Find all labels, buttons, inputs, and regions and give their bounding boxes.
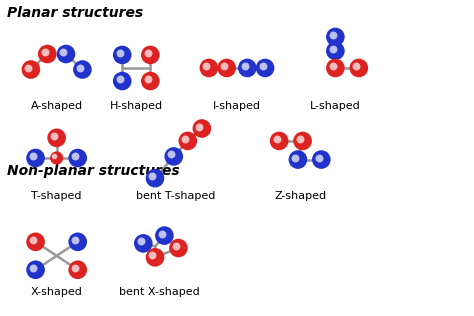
Text: Planar structures: Planar structures (8, 6, 144, 20)
Point (184, 138, 191, 143)
Point (53, 135, 61, 140)
Point (158, 231, 165, 236)
Point (144, 51, 152, 56)
Point (170, 154, 178, 159)
Point (332, 34, 339, 40)
Text: Z-shaped: Z-shaped (274, 191, 326, 201)
Text: I-shaped: I-shaped (213, 100, 261, 111)
Point (151, 176, 159, 181)
Point (294, 157, 301, 162)
Point (74, 267, 82, 272)
Point (332, 48, 339, 53)
Point (116, 51, 124, 56)
Point (32, 267, 39, 272)
Point (292, 155, 299, 160)
Point (118, 52, 126, 58)
Point (32, 239, 39, 244)
Point (144, 76, 152, 82)
Point (32, 155, 39, 161)
Point (29, 237, 37, 242)
Point (139, 241, 147, 246)
Point (318, 157, 325, 162)
Point (223, 65, 230, 70)
Point (50, 154, 58, 159)
Point (74, 155, 82, 161)
Point (182, 137, 189, 142)
Point (355, 65, 363, 70)
Point (72, 265, 79, 270)
Point (273, 137, 281, 142)
Point (202, 64, 210, 69)
Point (137, 239, 145, 244)
Point (244, 65, 251, 70)
Point (315, 155, 323, 160)
Point (205, 65, 213, 70)
Point (25, 65, 32, 70)
Point (50, 133, 58, 138)
Point (146, 52, 154, 58)
Point (79, 67, 86, 72)
Point (329, 33, 337, 38)
Point (149, 253, 156, 258)
Point (241, 64, 248, 69)
Point (149, 174, 156, 179)
Text: L-shaped: L-shaped (310, 100, 361, 111)
Point (275, 138, 283, 143)
Point (329, 64, 337, 69)
Point (116, 76, 124, 82)
Point (60, 50, 67, 55)
Point (72, 154, 79, 159)
Point (53, 155, 61, 161)
Point (353, 64, 360, 69)
Point (259, 64, 266, 69)
Text: Non-planar structures: Non-planar structures (8, 164, 180, 178)
Point (29, 154, 37, 159)
Point (296, 137, 304, 142)
Point (76, 65, 84, 70)
Point (72, 237, 79, 242)
Text: H-shaped: H-shaped (109, 100, 163, 111)
Point (299, 138, 306, 143)
Point (198, 126, 206, 131)
Point (329, 46, 337, 52)
Point (174, 246, 182, 251)
Point (220, 64, 228, 69)
Text: bent T-shaped: bent T-shaped (137, 191, 216, 201)
Point (62, 52, 70, 57)
Point (29, 265, 37, 270)
Point (161, 233, 168, 238)
Point (41, 50, 48, 55)
Point (151, 255, 159, 260)
Point (261, 65, 269, 70)
Point (74, 239, 82, 244)
Point (332, 65, 339, 70)
Text: X-shaped: X-shaped (31, 287, 82, 297)
Point (27, 67, 35, 72)
Point (118, 78, 126, 83)
Point (146, 78, 154, 83)
Text: A-shaped: A-shaped (31, 100, 82, 111)
Point (44, 52, 51, 57)
Point (196, 124, 203, 129)
Text: T-shaped: T-shaped (31, 191, 82, 201)
Point (167, 152, 175, 157)
Text: bent X-shaped: bent X-shaped (119, 287, 200, 297)
Point (172, 244, 180, 249)
